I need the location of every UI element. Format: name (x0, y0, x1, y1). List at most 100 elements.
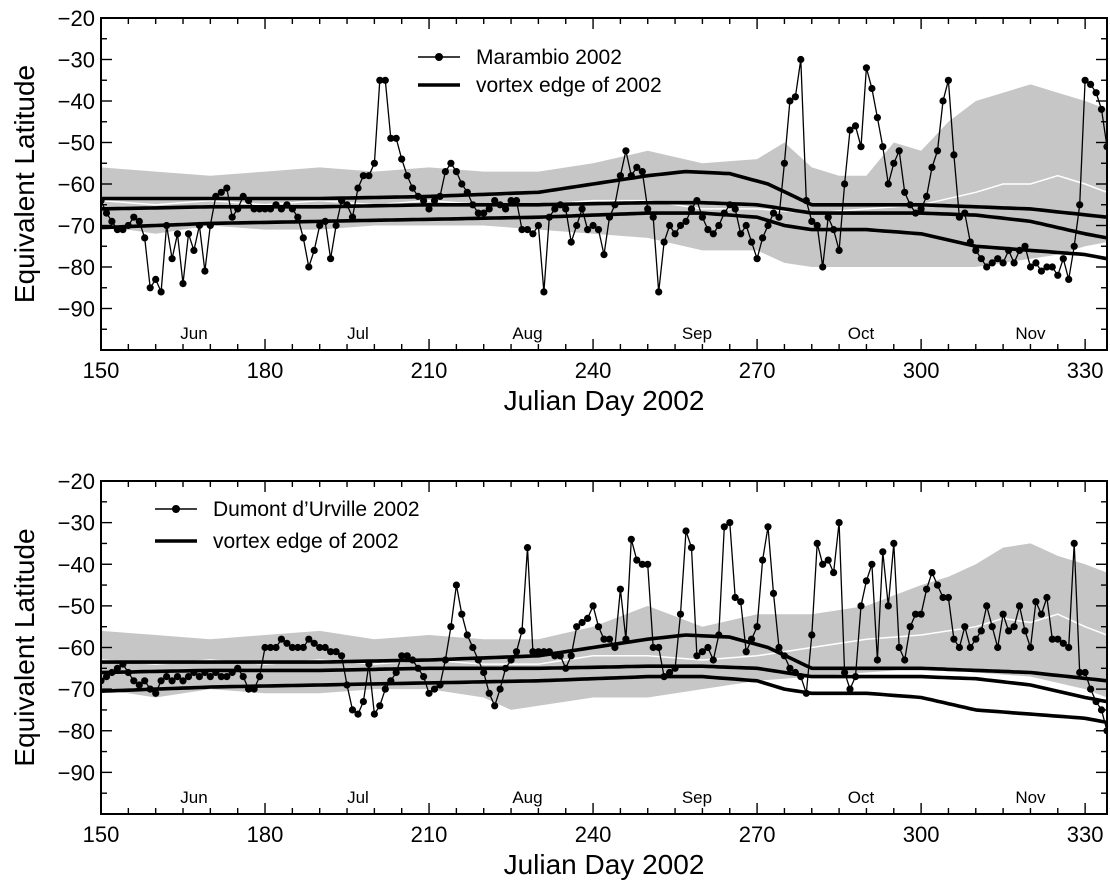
station-point (562, 664, 570, 672)
month-label: Oct (848, 324, 875, 343)
station-point (944, 593, 953, 602)
station-point (436, 192, 444, 200)
station-point (130, 213, 138, 221)
station-point (441, 656, 449, 664)
station-point (584, 226, 592, 234)
station-point (102, 209, 111, 217)
station-point (928, 569, 936, 577)
station-point (370, 710, 378, 718)
station-point (1059, 639, 1067, 647)
station-point (316, 643, 324, 652)
station-point (1081, 668, 1089, 677)
y-tick-label: −70 (58, 214, 95, 239)
station-point (1026, 263, 1035, 271)
station-point (1065, 643, 1073, 652)
station-point (972, 635, 980, 643)
y-tick-label: −50 (58, 594, 95, 619)
station-point (682, 217, 690, 225)
station-point (797, 673, 805, 681)
x-tick-label: 300 (903, 822, 940, 847)
month-label: Nov (1015, 324, 1046, 343)
y-tick-label: −20 (58, 6, 95, 31)
station-point (999, 259, 1007, 267)
station-point (594, 623, 603, 631)
station-point (633, 556, 641, 564)
station-point (119, 226, 127, 234)
station-point (1015, 602, 1024, 610)
station-point (1021, 242, 1029, 250)
station-point (365, 660, 373, 668)
station-point (715, 221, 723, 230)
station-point (338, 652, 346, 660)
station-point (1021, 627, 1029, 635)
station-point (726, 519, 734, 527)
station-point (480, 209, 488, 217)
station-point (217, 188, 225, 196)
station-point (195, 673, 203, 681)
station-point (310, 246, 318, 254)
station-point (359, 698, 367, 706)
station-point (184, 230, 193, 238)
station-point (376, 76, 384, 84)
station-point (649, 213, 657, 221)
station-point (523, 544, 532, 552)
station-point (906, 623, 914, 631)
station-point (862, 64, 871, 72)
station-point (933, 581, 942, 589)
station-point (704, 226, 712, 234)
station-point (173, 230, 182, 238)
station-point (157, 677, 165, 685)
station-point (152, 275, 160, 283)
station-point (584, 614, 592, 623)
vortex-edge-upper-line (101, 169, 1107, 219)
station-point (671, 230, 679, 238)
station-point (912, 209, 920, 217)
station-point (950, 151, 958, 159)
station-point (589, 221, 597, 230)
station-point (545, 213, 553, 221)
station-point (414, 664, 422, 672)
station-point (682, 527, 690, 535)
station-point (611, 201, 619, 209)
station-point (928, 163, 936, 171)
station-point (135, 681, 143, 689)
station-point (884, 602, 892, 610)
y-tick-label: −90 (58, 297, 95, 322)
station-point (518, 226, 526, 234)
station-point (540, 648, 548, 656)
station-point (288, 205, 296, 213)
y-axis-title: Equivalent Latitude (9, 528, 40, 766)
station-point (425, 689, 433, 697)
month-label: Nov (1015, 788, 1046, 807)
station-point (223, 673, 231, 681)
station-point (933, 147, 942, 155)
station-point (141, 677, 149, 685)
station-point (589, 602, 597, 610)
station-point (830, 569, 838, 577)
station-point (802, 689, 810, 697)
x-axis-title: Julian Day 2002 (504, 385, 705, 416)
station-point (600, 251, 608, 259)
y-tick-label: −40 (58, 552, 95, 577)
station-point (676, 610, 685, 618)
station-point (600, 635, 608, 643)
station-point (163, 221, 171, 230)
station-point (512, 197, 521, 205)
station-point (846, 126, 854, 134)
station-point (759, 556, 767, 564)
y-tick-label: −30 (58, 48, 95, 73)
station-point (299, 643, 307, 652)
legend-station-marker (435, 53, 443, 61)
station-point (1005, 627, 1013, 635)
station-point (988, 259, 996, 267)
station-point (638, 560, 646, 568)
station-point (184, 673, 193, 681)
station-point (1097, 105, 1106, 113)
station-point (917, 205, 925, 213)
vortex-edge-upper-line (101, 633, 1107, 683)
station-point (961, 623, 969, 631)
station-point (709, 656, 717, 664)
station-point (430, 685, 439, 693)
station-point (890, 539, 898, 548)
station-point (720, 209, 728, 217)
